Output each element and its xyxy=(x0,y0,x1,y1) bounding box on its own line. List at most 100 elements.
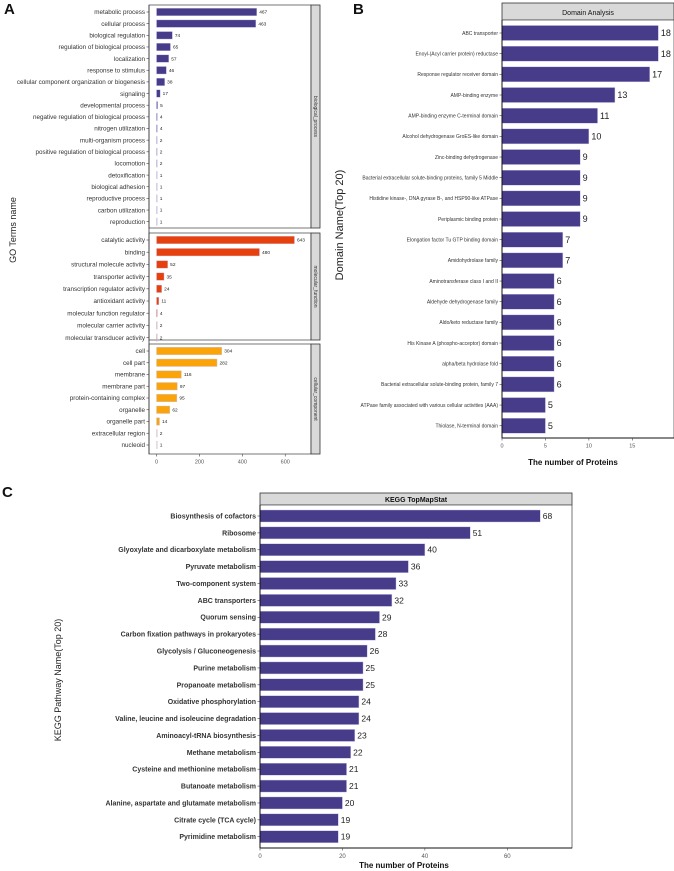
panel-c-value-label: 26 xyxy=(370,646,380,656)
panel-c-bar xyxy=(259,763,347,776)
panel-c-category-label: Biosynthesis of cofactors xyxy=(170,513,256,520)
panel-b-category-label: AMP-binding enzyme xyxy=(450,93,498,99)
panel-c-bar xyxy=(259,712,360,725)
panel-a-bar xyxy=(156,370,182,379)
panel-a-category-label: organelle part xyxy=(106,419,145,426)
panel-b-category-label: Elongation factor Tu GTP binding domain xyxy=(407,237,499,243)
panel-a-bar xyxy=(156,284,162,293)
panel-b-value-label: 17 xyxy=(652,69,662,79)
panel-b-bar xyxy=(501,418,546,434)
panel-a-category-label: cell xyxy=(136,348,145,355)
panel-b-category-label: Amidohydrolase family xyxy=(448,258,499,264)
panel-a-value-label: 1 xyxy=(160,219,163,225)
panel-a-bar xyxy=(156,405,171,414)
panel-a-value-label: 97 xyxy=(180,384,186,390)
panel-a-bar xyxy=(156,31,173,40)
panel-a-bar xyxy=(156,358,218,367)
panel-b-value-label: 5 xyxy=(548,400,553,410)
panel-a-category-label: transporter activity xyxy=(94,274,146,281)
panel-c-value-label: 20 xyxy=(345,798,355,808)
panel-a-value-label: 74 xyxy=(175,33,181,39)
panel-a-category-label: response to stimulus xyxy=(87,67,145,74)
panel-c-category-label: ABC transporters xyxy=(198,598,256,605)
panel-a-bar xyxy=(156,429,158,438)
panel-b-bar xyxy=(501,169,581,186)
panel-b-plot-box xyxy=(501,19,674,439)
panel-a-value-label: 2 xyxy=(160,323,163,329)
panel-b-bar xyxy=(501,294,555,310)
panel-c-category-label: Cysteine and methionine metabolism xyxy=(132,767,256,774)
panel-c-bar xyxy=(259,526,471,540)
panel-c-value-label: 28 xyxy=(378,629,388,639)
panel-c-category-label: Pyrimidine metabolism xyxy=(179,834,256,841)
panel-a-value-label: 467 xyxy=(259,10,267,16)
panel-a-bar xyxy=(156,206,158,215)
panel-b-bar xyxy=(501,252,564,269)
panel-b-category-label: Periplasmic binding protein xyxy=(438,217,498,223)
panel-a-x-tick-label: 400 xyxy=(238,460,247,466)
panel-b-category-label: alpha/beta hydrolase fold xyxy=(442,361,498,367)
panel-a-value-label: 2 xyxy=(160,431,163,437)
panel-a-bar xyxy=(156,112,158,121)
panel-b-bar xyxy=(501,107,598,124)
panel-a-value-label: 304 xyxy=(224,349,232,355)
panel-b-category-label: ABC transporter xyxy=(462,31,498,37)
panel-a-category-label: antioxidant activity xyxy=(94,298,146,305)
panel-a-value-label: 463 xyxy=(258,21,266,27)
panel-a-value-label: 1 xyxy=(160,196,163,202)
panel-a-bar xyxy=(156,309,158,318)
panel-c-category-label: Aminoacyl-tRNA biosynthesis xyxy=(156,733,256,740)
panel-a-category-label: organelle xyxy=(119,407,145,414)
panel-b-value-label: 6 xyxy=(557,297,562,307)
panel-c-value-label: 51 xyxy=(473,528,483,538)
panel-c-x-tick-label: 20 xyxy=(339,854,346,860)
panel-c-category-label: Two-component system xyxy=(176,581,256,588)
panel-b-value-label: 5 xyxy=(548,421,553,431)
panel-b-bar xyxy=(501,190,581,207)
panel-a-bar xyxy=(156,297,160,305)
panel-label-b: B xyxy=(353,1,364,18)
panel-a-bar xyxy=(156,19,257,28)
panel-a-category-label: localization xyxy=(114,56,146,63)
panel-b-y-axis-label: Domain Name(Top 20) xyxy=(334,170,346,281)
panel-a-category-label: regulation of biological process xyxy=(59,44,145,51)
panel-a-value-label: 17 xyxy=(163,91,169,97)
panel-c-category-label: Propanoate metabolism xyxy=(177,682,256,689)
panel-c-bar xyxy=(259,543,426,556)
panel-b-category-label: Alcohol dehydrogenase GroES-like domain xyxy=(402,134,498,140)
panel-c-bar xyxy=(259,509,541,523)
panel-b-bar xyxy=(501,25,659,41)
panel-b-category-label: Aldehyde dehydrogenase family xyxy=(427,299,499,305)
panel-b-bar xyxy=(501,45,659,62)
panel-b-value-label: 9 xyxy=(583,152,588,162)
panel-a-value-label: 4 xyxy=(160,126,163,132)
panel-a-value-label: 1 xyxy=(160,443,163,449)
panel-b-bar xyxy=(501,273,555,289)
panel-a-plot: biological_process metabolic process 467 ce… xyxy=(17,4,321,466)
panel-a-category-label: catalytic activity xyxy=(101,237,146,244)
panel-a-category-label: detoxification xyxy=(108,172,145,179)
panel-a-category-label: extracellular region xyxy=(92,430,146,437)
panel-a-bar xyxy=(156,182,158,191)
panel-c-category-label: Methane metabolism xyxy=(187,750,256,757)
panel-a-bar xyxy=(156,159,158,168)
panel-a-bar xyxy=(156,394,178,402)
panel-a-category-label: reproduction xyxy=(110,219,146,226)
panel-c-value-label: 19 xyxy=(341,815,351,825)
panel-c-category-label: Ribosome xyxy=(222,530,256,537)
panel-c-value-label: 40 xyxy=(427,545,437,555)
panel-c-bar xyxy=(259,577,397,590)
panel-a-value-label: 4 xyxy=(160,115,163,121)
panel-a-bar xyxy=(156,171,158,180)
panel-b-bar xyxy=(501,231,564,248)
panel-a-category-label: protein-containing complex xyxy=(70,395,146,402)
panel-a-category-label: biological regulation xyxy=(89,33,145,40)
panel-c-value-label: 36 xyxy=(411,562,421,572)
panel-c-category-label: Glycolysis / Gluconeogenesis xyxy=(157,648,256,655)
panel-b-value-label: 10 xyxy=(591,132,601,142)
panel-c-x-axis-label: The number of Proteins xyxy=(359,861,449,870)
panel-a-bar xyxy=(156,43,171,51)
panel-b-bar xyxy=(501,376,555,393)
panel-b-category-label: Bacterial extracellular solute-binding p… xyxy=(362,175,498,181)
panel-b-bar xyxy=(501,356,555,372)
